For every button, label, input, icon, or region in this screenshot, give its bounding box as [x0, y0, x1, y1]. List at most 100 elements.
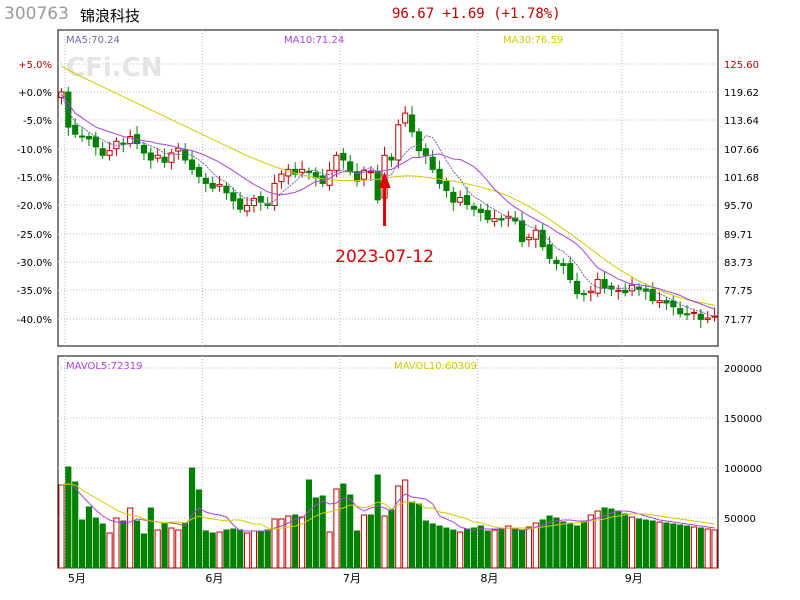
- volume-bar-up: [656, 521, 663, 569]
- candle-down: [498, 218, 505, 221]
- candle-up: [505, 215, 512, 219]
- ma5-line: [60, 94, 715, 317]
- candle-down: [99, 148, 106, 156]
- candle-up: [402, 112, 409, 124]
- candle-down: [147, 152, 154, 161]
- candle-up: [656, 300, 663, 304]
- volume-bar-up: [690, 526, 698, 569]
- volume-bar-down: [635, 518, 643, 569]
- candle-down: [237, 198, 244, 210]
- volume-bar-down: [470, 527, 478, 569]
- candle-up: [168, 152, 175, 163]
- candle-up: [298, 168, 306, 173]
- volume-bar-up: [587, 514, 594, 569]
- stock-quote: 96.67 +1.69 (+1.78%): [392, 6, 561, 22]
- right-tick-label: 95.70: [724, 201, 753, 212]
- candle-up: [278, 173, 285, 183]
- candle-down: [408, 114, 416, 133]
- volume-bar-down: [683, 525, 691, 569]
- candle-up: [106, 150, 113, 156]
- annotation-arrow-head: [378, 172, 391, 188]
- candle-down: [539, 229, 546, 248]
- volume-bar-down: [140, 533, 148, 569]
- volume-bar-down: [367, 514, 374, 569]
- candle-down: [209, 182, 216, 189]
- candle-up: [532, 229, 539, 240]
- candle-down: [78, 135, 86, 138]
- x-tick-label: 8月: [480, 572, 498, 585]
- stock-change: +1.69: [442, 6, 485, 22]
- volume-bar-up: [113, 517, 120, 569]
- volume-bar-up: [285, 515, 292, 569]
- volume-bar-down: [477, 525, 484, 569]
- volume-bar-down: [663, 522, 670, 569]
- candle-down: [443, 181, 450, 191]
- left-tick-label: -35.0%: [17, 286, 52, 297]
- candle-down: [622, 289, 629, 294]
- volume-bar-up: [298, 516, 306, 569]
- volume-bar-down: [443, 527, 450, 569]
- candle-up: [113, 140, 120, 150]
- candle-up: [594, 279, 601, 294]
- candle-down: [463, 195, 471, 206]
- volume-bar-down: [223, 529, 230, 569]
- volume-bar-down: [422, 520, 429, 569]
- volume-indicator-label: MAVOL10:60309: [394, 361, 477, 372]
- volume-bar-down: [65, 466, 72, 569]
- volume-bar-down: [264, 529, 271, 569]
- candle-down: [683, 313, 691, 316]
- candle-down: [340, 152, 347, 161]
- volume-bar-up: [216, 531, 223, 569]
- volume-bar-down: [539, 519, 546, 569]
- volume-bar-down: [608, 508, 615, 569]
- volume-tick-label: 100000: [724, 464, 762, 475]
- candle-down: [195, 166, 203, 177]
- volume-bar-down: [292, 514, 299, 569]
- left-tick-label: +0.0%: [18, 88, 52, 99]
- candle-down: [188, 159, 196, 170]
- volume-bar-down: [484, 530, 491, 569]
- volume-bar-down: [161, 522, 168, 569]
- candle-down: [120, 142, 127, 145]
- price-indicator-label: MA5:70.24: [66, 35, 120, 46]
- candle-up: [367, 171, 374, 174]
- volume-bar-down: [182, 522, 189, 569]
- stock-name: 锦浪科技: [80, 7, 141, 25]
- right-tick-label: 71.77: [724, 315, 753, 326]
- candle-down: [422, 148, 429, 156]
- candle-down: [635, 286, 643, 290]
- candle-down: [677, 308, 684, 315]
- candle-up: [154, 154, 161, 159]
- candle-up: [628, 284, 636, 292]
- volume-bar-down: [670, 523, 677, 569]
- candle-down: [546, 244, 553, 259]
- candle-up: [395, 124, 402, 161]
- candle-up: [491, 218, 498, 222]
- volume-bar-up: [333, 488, 340, 569]
- right-tick-label: 119.62: [724, 88, 759, 99]
- volume-bar-down: [567, 523, 574, 569]
- volume-bar-up: [243, 532, 251, 569]
- left-tick-label: -25.0%: [17, 230, 52, 241]
- candle-down: [92, 136, 99, 148]
- candle-down: [85, 136, 93, 140]
- candle-down: [429, 156, 436, 170]
- price-axis: +5.0% 125.60 +0.0% 119.62 -5.0% 113.64 -10.0% 1…: [17, 60, 759, 326]
- volume-bar-down: [415, 503, 423, 569]
- candle-down: [388, 156, 395, 161]
- volume-bar-down: [340, 483, 347, 569]
- right-tick-label: 77.75: [724, 286, 753, 297]
- volume-bar-up: [395, 485, 402, 569]
- volume-tick-label: 50000: [724, 514, 756, 525]
- indicator-labels: MA5:70.24 MA10:71.24 MA30:76.59 MAVOL5:7231…: [66, 35, 563, 372]
- volume-bar-up: [402, 479, 409, 569]
- x-tick-label: 7月: [343, 572, 361, 585]
- volume-bar-down: [209, 532, 216, 569]
- volume-bar-down: [312, 497, 319, 569]
- candle-down: [649, 288, 656, 302]
- candle-down: [553, 259, 560, 265]
- ma10-line: [60, 94, 715, 310]
- volume-bar-down: [553, 517, 560, 569]
- volume-bar-down: [133, 520, 141, 569]
